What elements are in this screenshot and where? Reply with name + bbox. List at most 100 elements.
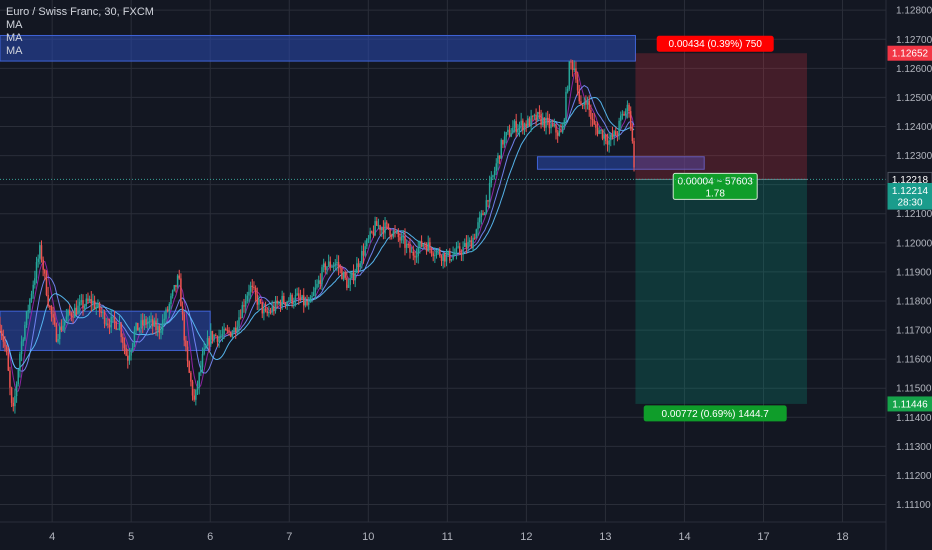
candle-body <box>254 287 257 295</box>
time-tick-label: 14 <box>678 531 690 543</box>
candle-body <box>382 227 385 234</box>
candle-body <box>463 242 466 247</box>
candle-body <box>415 256 418 258</box>
candle-body <box>299 297 302 300</box>
price-axis-marker: 28:30 <box>887 194 932 210</box>
candle-body <box>405 244 408 248</box>
mid-zone <box>536 156 705 170</box>
candle-body <box>394 231 396 233</box>
candle-body <box>533 114 536 117</box>
candle-body <box>444 253 446 262</box>
reward-zone[interactable] <box>635 179 807 404</box>
candle-body <box>520 120 522 126</box>
time-tick-label: 7 <box>286 531 292 543</box>
candle-body <box>424 244 426 246</box>
candle-body <box>420 241 423 247</box>
candle-body <box>73 307 76 318</box>
candle-body <box>249 285 252 292</box>
price-tick-label: 1.12300 <box>896 151 932 162</box>
candle-body <box>178 275 181 279</box>
price-tick-label: 1.11600 <box>896 355 932 366</box>
candle-body <box>276 300 278 304</box>
candle-body <box>621 113 624 116</box>
candle-body <box>603 134 605 139</box>
candle-body <box>487 200 489 202</box>
candle-body <box>176 275 179 287</box>
candle-body <box>532 115 534 117</box>
candle-body <box>72 316 74 318</box>
candle-body <box>601 129 604 139</box>
candle-body <box>439 250 441 257</box>
indicator-ma-2[interactable]: MA <box>6 32 23 44</box>
candle-body <box>302 295 305 306</box>
candle-body <box>65 316 68 322</box>
candle-body <box>618 120 620 136</box>
candle-body <box>550 124 552 129</box>
candle-body <box>226 330 229 332</box>
candle-body <box>631 127 634 142</box>
risk-zone[interactable] <box>635 53 807 180</box>
candle-body <box>180 278 182 307</box>
candle-body <box>271 306 273 313</box>
candle-body <box>591 118 594 121</box>
price-tick-label: 1.11700 <box>896 326 932 337</box>
candle-body <box>115 321 117 330</box>
candle-body <box>409 244 411 253</box>
candle-body <box>55 324 58 342</box>
candle-body <box>400 236 403 241</box>
candle-body <box>351 272 353 279</box>
candle-body <box>92 300 94 304</box>
candle-body <box>170 296 172 305</box>
candle-body <box>517 128 519 133</box>
candle-body <box>311 295 313 298</box>
candle-body <box>118 323 121 330</box>
candle-body <box>336 262 338 264</box>
candle-body <box>25 311 28 326</box>
candle-body <box>546 117 549 120</box>
indicator-ma-1[interactable]: MA <box>6 19 23 31</box>
candle-body <box>429 242 431 249</box>
candle-body <box>24 325 26 340</box>
candle-body <box>183 314 185 341</box>
reward-label[interactable]: 0.00772 (0.69%) 1444.7 <box>643 405 787 422</box>
candle-body <box>289 294 292 301</box>
candle-body <box>571 61 574 70</box>
entry-label-text: 1.78 <box>705 188 725 199</box>
candle-body <box>132 343 134 350</box>
candle-body <box>319 280 322 284</box>
candle-body <box>216 336 219 342</box>
risk-label[interactable]: 0.00434 (0.39%) 750 <box>656 35 774 52</box>
candle-body <box>49 305 51 307</box>
candle-body <box>528 118 531 127</box>
indicator-ma-3[interactable]: MA <box>6 45 23 57</box>
candle-body <box>624 111 627 116</box>
candle-body <box>127 355 129 361</box>
candle-body <box>87 298 89 302</box>
candle-body <box>606 140 609 145</box>
candle-body <box>68 310 71 314</box>
candle-body <box>234 328 237 332</box>
candle-body <box>392 231 395 237</box>
candle-body <box>556 132 559 136</box>
candle-body <box>122 337 124 343</box>
candle-body <box>153 320 156 327</box>
candle-body <box>384 222 386 234</box>
candle-body <box>505 132 507 137</box>
candle-body <box>44 269 46 274</box>
candle-body <box>283 295 285 303</box>
candle-body <box>148 320 151 322</box>
price-axis-marker: 1.12652 <box>887 45 932 61</box>
candle-body <box>629 111 632 128</box>
candle-body <box>510 133 512 137</box>
candle-body <box>357 263 360 268</box>
candle-body <box>372 232 375 236</box>
candle-body <box>241 305 244 318</box>
candle-body <box>563 119 566 126</box>
candle-body <box>321 267 323 284</box>
risk-label-text: 0.00434 (0.39%) 750 <box>669 39 763 50</box>
candle-body <box>460 252 463 255</box>
candle-body <box>253 286 255 288</box>
candle-body <box>430 248 433 254</box>
